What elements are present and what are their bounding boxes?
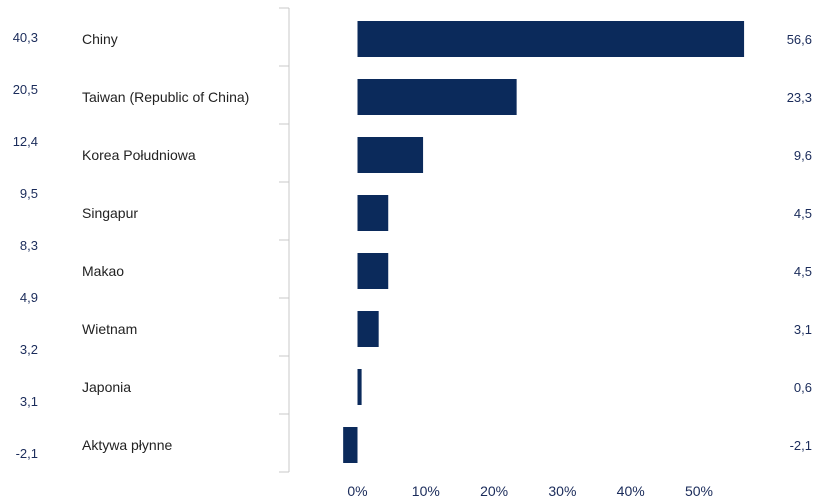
bar bbox=[357, 311, 379, 347]
x-tick-label: 50% bbox=[685, 483, 713, 499]
category-label: Chiny bbox=[82, 31, 118, 47]
category-label: Japonia bbox=[82, 379, 131, 395]
bar bbox=[357, 195, 389, 231]
value-label: 23,3 bbox=[787, 90, 812, 105]
bar bbox=[357, 253, 389, 289]
x-tick-label: 10% bbox=[412, 483, 440, 499]
value-label: 56,6 bbox=[787, 32, 812, 47]
bar bbox=[357, 137, 424, 173]
left-value-label: 8,3 bbox=[20, 238, 38, 253]
chart-axes bbox=[279, 7, 290, 473]
category-label: Taiwan (Republic of China) bbox=[82, 89, 249, 105]
bar bbox=[357, 21, 745, 57]
value-label: 4,5 bbox=[794, 264, 812, 279]
left-value-label: 4,9 bbox=[20, 290, 38, 305]
category-label: Wietnam bbox=[82, 321, 137, 337]
left-value-column: 40,3 20,5 12,4 9,5 8,3 4,9 3,2 3,1 -2,1 bbox=[13, 30, 38, 461]
bars bbox=[343, 21, 745, 463]
category-label: Makao bbox=[82, 263, 124, 279]
left-value-label: 12,4 bbox=[13, 134, 38, 149]
left-value-label: 20,5 bbox=[13, 82, 38, 97]
value-label: 3,1 bbox=[794, 322, 812, 337]
value-label: -2,1 bbox=[790, 438, 812, 453]
bar bbox=[357, 79, 517, 115]
x-tick-labels: 0% 10% 20% 30% 40% 50% bbox=[347, 483, 713, 499]
value-label: 4,5 bbox=[794, 206, 812, 221]
category-label: Singapur bbox=[82, 205, 138, 221]
category-labels: Chiny Taiwan (Republic of China) Korea Poł… bbox=[82, 31, 249, 453]
left-value-label: 3,2 bbox=[20, 342, 38, 357]
x-tick-label: 20% bbox=[480, 483, 508, 499]
left-value-label: -2,1 bbox=[16, 446, 38, 461]
x-tick-label: 30% bbox=[548, 483, 576, 499]
left-value-label: 9,5 bbox=[20, 186, 38, 201]
category-label: Korea Południowa bbox=[82, 147, 196, 163]
bar bbox=[357, 369, 362, 405]
bar bbox=[343, 427, 358, 463]
value-label: 9,6 bbox=[794, 148, 812, 163]
value-label: 0,6 bbox=[794, 380, 812, 395]
left-value-label: 3,1 bbox=[20, 394, 38, 409]
x-tick-label: 0% bbox=[347, 483, 367, 499]
x-tick-label: 40% bbox=[617, 483, 645, 499]
category-label: Aktywa płynne bbox=[82, 437, 172, 453]
left-value-label: 40,3 bbox=[13, 30, 38, 45]
value-labels: 56,6 23,3 9,6 4,5 4,5 3,1 0,6 -2,1 bbox=[787, 32, 812, 453]
